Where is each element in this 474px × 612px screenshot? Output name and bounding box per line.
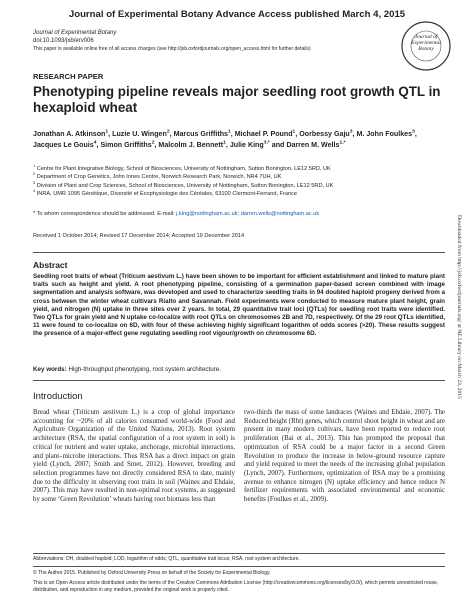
author-name: and Darren M. Wells xyxy=(271,140,340,149)
author-name: M. John Foulkes xyxy=(356,130,413,138)
rule xyxy=(33,553,445,554)
correspondence-text: * To whom correspondence should be addre… xyxy=(33,211,175,217)
author-name: Marcus Griffiths xyxy=(173,130,228,138)
authors: Jonathan A. Atkinson1, Luzie U. Wingen2,… xyxy=(33,129,438,150)
rule xyxy=(33,566,445,567)
abbreviations: Abbreviations: DH, doubled haploid; LOD,… xyxy=(33,556,300,562)
affiliation-number: 4 xyxy=(33,188,36,194)
affiliation-text: Centre for Plant Integrative Biology, Sc… xyxy=(36,166,331,172)
logo-text: Journal of Experimental Botany xyxy=(411,34,441,52)
separator: , xyxy=(295,130,298,138)
title: Phenotyping pipeline reveals major seedl… xyxy=(33,84,441,115)
intro-heading: Introduction xyxy=(33,391,83,402)
author-affiliation: 2 xyxy=(166,129,170,135)
section-label: RESEARCH PAPER xyxy=(33,72,104,81)
author-name: Oorbessy Gaju xyxy=(299,130,350,138)
rule xyxy=(33,252,445,253)
author-name: Michael P. Pound xyxy=(234,130,293,138)
affiliation-number: 1 xyxy=(33,163,36,169)
author-name: Jonathan A. Atkinson xyxy=(33,130,106,138)
author-affiliation: 1 xyxy=(105,129,109,135)
author-affiliation: 1 xyxy=(292,129,296,135)
emails: j.king@nottingham.ac.uk; darren.wells@no… xyxy=(176,211,320,217)
author-name: Malcolm J. Bennett xyxy=(158,140,224,149)
affiliation: 1 Centre for Plant Integrative Biology, … xyxy=(33,163,445,173)
author-name: Jacques Le Gouis xyxy=(33,140,94,149)
dates: Received 1 October 2014; Revised 17 Dece… xyxy=(33,233,245,239)
journal-logo: Journal of Experimental Botany xyxy=(401,21,451,71)
affiliation-text: Division of Plant and Crop Sciences, Sch… xyxy=(36,182,334,189)
separator: , xyxy=(414,130,417,138)
separator: , xyxy=(352,130,355,138)
download-note: Downloaded from http://jxb.oxfordjournal… xyxy=(456,215,462,399)
keywords: Key words: High-throughput phenotyping, … xyxy=(33,366,221,373)
affiliation-text: INRA, UMR 1095 Génétique, Diversité et E… xyxy=(36,191,297,198)
copyright: © The Author 2015. Published by Oxford U… xyxy=(33,570,271,576)
affiliations: 1 Centre for Plant Integrative Biology, … xyxy=(33,163,445,199)
banner: Journal of Experimental Botany Advance A… xyxy=(68,9,406,20)
separator: , xyxy=(108,130,111,138)
separator: , xyxy=(154,140,157,149)
author-affiliation: 3 xyxy=(349,129,353,135)
intro-left: Bread wheat (Triticum aestivum L.) is a … xyxy=(33,409,235,504)
separator: , xyxy=(169,130,172,138)
author-affiliation: 1 xyxy=(227,129,231,135)
affiliation: 2 Department of Crop Genetics, John Inne… xyxy=(33,171,445,181)
author-affiliation: 3 xyxy=(412,129,415,135)
author-name: Julie King xyxy=(229,140,264,149)
author-affiliation: 1 xyxy=(223,140,226,146)
abstract: Seedling root traits of wheat (Triticum … xyxy=(33,273,445,338)
keywords-text: High-throughput phenotyping, root system… xyxy=(68,366,221,373)
abstract-heading: Abstract xyxy=(33,260,68,270)
license: This is an Open Access article distribut… xyxy=(33,580,439,593)
author-affiliation: 4 xyxy=(93,140,97,146)
author-name: Luzie U. Wingen xyxy=(112,130,167,138)
keywords-label: Key words: xyxy=(33,366,67,373)
journal-name: Journal of Experimental Botany xyxy=(33,30,117,36)
doi: doi:10.1093/jxb/erv006 xyxy=(33,38,94,44)
separator: , xyxy=(225,140,228,149)
affiliation-text: Department of Crop Genetics, John Innes … xyxy=(36,174,282,181)
separator: , xyxy=(230,130,233,138)
separator: , xyxy=(96,140,99,149)
access-note: This paper is available online free of a… xyxy=(33,46,311,52)
rule xyxy=(33,380,445,381)
intro-right: two-thirds the mass of some landraces (W… xyxy=(244,409,445,504)
affiliation-number: 3 xyxy=(33,179,36,185)
affiliation: 3 Division of Plant and Crop Sciences, S… xyxy=(33,179,445,190)
author-affiliation: 1,* xyxy=(339,140,346,146)
correspondence: * To whom correspondence should be addre… xyxy=(33,211,319,217)
author-affiliation: 3,* xyxy=(263,140,270,146)
author-affiliation: 2 xyxy=(151,140,155,146)
affiliation: 4 INRA, UMR 1095 Génétique, Diversité et… xyxy=(33,188,445,198)
author-name: Simon Griffiths xyxy=(100,140,152,149)
affiliation-number: 2 xyxy=(33,171,36,177)
